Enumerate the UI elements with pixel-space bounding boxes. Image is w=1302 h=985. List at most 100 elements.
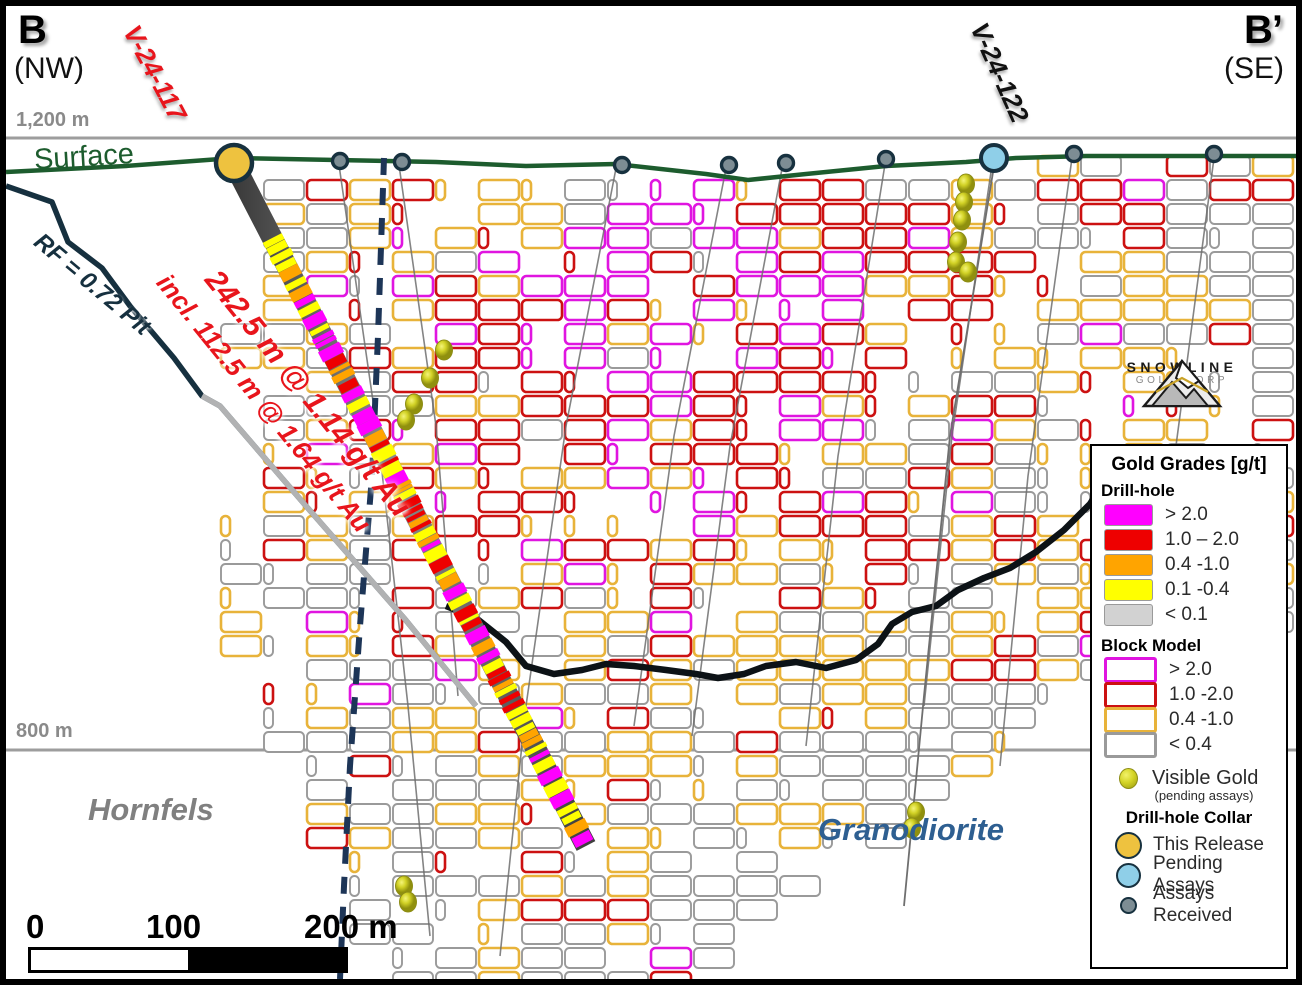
block-model-cell (864, 562, 908, 586)
block-model-cell (392, 851, 434, 873)
block-model-cell (606, 274, 650, 298)
block-model-cell (391, 178, 435, 202)
block-model-cell (606, 850, 650, 874)
block-model-cell (950, 322, 963, 346)
block-model-cell (435, 827, 477, 849)
block-model-cell (864, 226, 908, 250)
block-model-cell (1122, 274, 1166, 298)
block-model-cell (520, 682, 564, 706)
block-model-cell (520, 850, 564, 874)
block-model-cell (908, 515, 950, 537)
block-model-cell (735, 754, 779, 778)
block-model-cell (434, 370, 478, 394)
block-model-cell (563, 442, 607, 466)
legend-visible-gold-label: Visible Gold (1152, 767, 1259, 789)
legend-label-drillhole-3: 0.1 -0.4 (1165, 579, 1230, 600)
block-model-cell (821, 442, 865, 466)
block-model-cell (993, 514, 1037, 538)
scale-tick-200: 200 m (304, 908, 398, 945)
block-model-cell (1209, 203, 1251, 225)
block-model-cell (735, 538, 748, 562)
block-model-cell (477, 274, 521, 298)
legend-label-block-0: > 2.0 (1169, 659, 1212, 680)
block-model-cell (864, 322, 908, 346)
block-model-cell (864, 538, 908, 562)
assay-interval (524, 741, 548, 757)
block-model-cell (908, 731, 919, 753)
block-model-cell (435, 779, 477, 801)
assay-interval (284, 275, 308, 292)
assay-interval (402, 503, 424, 518)
block-model-cell (821, 490, 865, 514)
block-model-cell (520, 538, 564, 562)
block-model-cell (349, 539, 391, 561)
block-model-cell (649, 634, 693, 658)
block-model-cell (950, 610, 994, 634)
block-model-cell (306, 659, 348, 681)
block-model-cell (1080, 155, 1122, 177)
assay-interval (396, 494, 422, 513)
legend-title: Gold Grades [g/t] (1111, 454, 1267, 475)
block-model-cell (778, 442, 791, 466)
block-model-cell (305, 178, 349, 202)
block-model-cell (349, 587, 360, 609)
block-model-cell (563, 610, 607, 634)
block-model-cell (606, 538, 650, 562)
collar-v24-122 (979, 143, 1009, 173)
block-model-cell (821, 370, 865, 394)
block-model-cell (865, 755, 907, 777)
block-model-cell (865, 827, 907, 849)
block-model-cell (1079, 418, 1092, 442)
block-model-cell (435, 971, 477, 979)
assay-interval (556, 801, 579, 818)
block-model-cell (392, 683, 434, 705)
block-model-cell (1252, 347, 1294, 369)
block-model-cell (778, 418, 822, 442)
block-model-cell (305, 682, 318, 706)
assay-interval (461, 616, 483, 632)
assay-interval (340, 385, 365, 404)
block-model-cell (993, 610, 1006, 634)
block-model-cell (821, 586, 865, 610)
block-model-cell (434, 418, 478, 442)
block-model-cell (478, 563, 489, 585)
block-model-cell (650, 899, 692, 921)
block-model-cell (1079, 250, 1123, 274)
block-model-cell (779, 779, 790, 801)
block-model-cell (520, 274, 564, 298)
block-model-cell (822, 611, 864, 633)
block-model-cell (821, 178, 865, 202)
block-model-cell (864, 274, 908, 298)
assay-interval (548, 788, 575, 810)
block-model-cell (993, 634, 1037, 658)
assay-interval (309, 322, 330, 337)
block-model-cell (735, 298, 748, 322)
block-model-cell (1209, 275, 1251, 297)
block-model-cell (434, 442, 478, 466)
block-model-cell (477, 970, 521, 979)
assay-interval (266, 239, 289, 256)
rock-unit-granodiorite: Granodiorite (818, 812, 1005, 847)
block-model-cell (649, 562, 693, 586)
assay-interval (482, 657, 505, 675)
assay-interval (458, 613, 480, 626)
block-model-cell (649, 322, 693, 346)
block-model-cell (1037, 635, 1079, 657)
block-model-cell (564, 947, 606, 969)
block-model-cell (607, 635, 649, 657)
legend-label-collar-1: Pending Assays (1153, 853, 1223, 896)
block-model-cell (1080, 275, 1122, 297)
block-model-cell (219, 514, 232, 538)
assay-interval (324, 352, 348, 371)
assay-interval (571, 829, 594, 849)
legend-label-collar-2: Assays Received (1153, 883, 1233, 926)
visible-gold-bleb (903, 817, 921, 839)
block-model-cell (864, 658, 908, 682)
block-model-cell (477, 466, 490, 490)
block-model-cell (606, 370, 650, 394)
block-model-cell (908, 683, 950, 705)
assay-interval (564, 817, 590, 838)
block-model-cell (649, 946, 693, 970)
block-model-cell (907, 250, 951, 274)
block-model-cell (607, 803, 649, 825)
